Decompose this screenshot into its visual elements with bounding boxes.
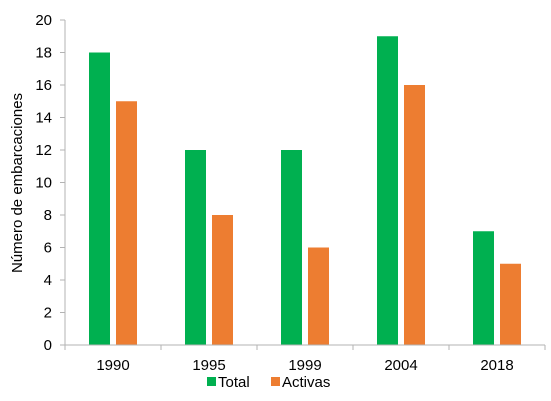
x-axis: 1990 1995 1999 2004 2018 — [64, 344, 546, 374]
bar-activas — [404, 85, 425, 345]
bar-activas — [500, 263, 521, 345]
legend-swatch-total — [207, 377, 216, 386]
legend-label-activas: Activas — [282, 374, 330, 391]
x-tick-label: 1995 — [192, 357, 225, 374]
bar-activas — [116, 101, 137, 345]
legend: Total Activas — [207, 374, 330, 391]
y-tick-label: 20 — [35, 12, 52, 29]
bar-total — [185, 150, 206, 345]
y-tick-label: 4 — [44, 272, 52, 289]
x-tick-label: 2018 — [480, 357, 513, 374]
bar-total — [473, 231, 494, 345]
y-tick-label: 6 — [44, 240, 52, 257]
y-axis: 0 2 4 6 8 10 12 14 16 18 20 — [35, 12, 66, 354]
x-tick-label: 2004 — [384, 357, 417, 374]
y-tick-label: 10 — [35, 175, 52, 192]
y-tick-label: 2 — [44, 305, 52, 322]
legend-swatch-activas — [271, 377, 280, 386]
y-axis-title: Número de embarcaciones — [9, 93, 26, 273]
bars — [89, 36, 521, 345]
y-tick-label: 16 — [35, 77, 52, 94]
y-tick-label: 12 — [35, 142, 52, 159]
bar-total — [89, 52, 110, 345]
x-tick-label: 1999 — [288, 357, 321, 374]
bar-activas — [308, 247, 329, 345]
y-tick-label: 0 — [44, 337, 52, 354]
bar-total — [377, 36, 398, 345]
y-tick-label: 18 — [35, 45, 52, 62]
y-tick-label: 8 — [44, 207, 52, 224]
legend-label-total: Total — [218, 374, 250, 391]
y-tick-label: 14 — [35, 110, 52, 127]
bar-activas — [212, 215, 233, 345]
bar-total — [281, 150, 302, 345]
x-tick-label: 1990 — [96, 357, 129, 374]
